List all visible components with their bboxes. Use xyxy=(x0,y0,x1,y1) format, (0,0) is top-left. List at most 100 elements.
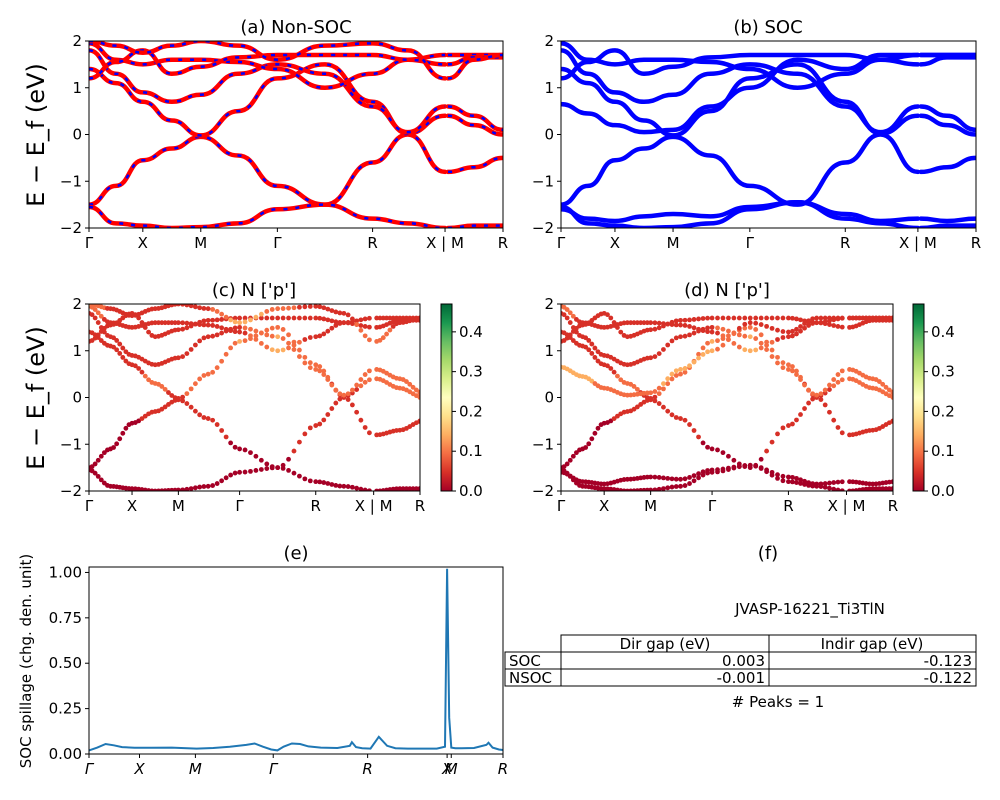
panel-a-bands xyxy=(89,41,503,228)
band-point-4 xyxy=(374,315,380,321)
band-point-5 xyxy=(715,346,720,352)
band-point-6 xyxy=(321,305,327,311)
panel-e: (e) SOC spillage (chg. den. unit) 0.00 0.… xyxy=(17,543,508,778)
band-point-2 xyxy=(297,347,302,353)
band-point-0 xyxy=(321,417,327,423)
band-point-6 xyxy=(780,335,786,340)
band-point-5 xyxy=(180,326,186,332)
panel-d-colorbar-label: 0.3 xyxy=(931,363,955,381)
band-point-5 xyxy=(242,315,248,321)
band-point-6 xyxy=(380,335,386,341)
band-point-0 xyxy=(98,453,104,459)
band-point-5 xyxy=(264,315,270,321)
band-point-4 xyxy=(780,365,786,371)
band-point-3 xyxy=(95,320,101,325)
band-point-3 xyxy=(313,367,319,372)
band-point-3 xyxy=(307,365,313,371)
band-point-3 xyxy=(726,333,731,339)
band-point-1 xyxy=(822,484,828,490)
band-point-6 xyxy=(214,309,220,314)
band-point-2 xyxy=(790,474,795,480)
band-point-0 xyxy=(592,430,598,436)
band-point-3 xyxy=(417,390,420,396)
band-point-1 xyxy=(780,478,786,484)
band-point-4 xyxy=(358,317,364,323)
band-point-4 xyxy=(321,331,327,337)
band-point-7 xyxy=(736,315,742,321)
band-point-3 xyxy=(589,351,595,356)
band-point-7 xyxy=(890,317,893,323)
band-point-2 xyxy=(286,332,291,338)
band-point-0 xyxy=(333,400,339,406)
band-line-2 xyxy=(918,216,976,224)
band-point-1 xyxy=(831,486,837,491)
band-point-6 xyxy=(180,304,186,307)
band-point-7 xyxy=(611,320,617,325)
band-point-5 xyxy=(349,321,355,327)
band-point-2 xyxy=(321,368,327,374)
band-point-2 xyxy=(726,465,731,471)
band-point-1 xyxy=(696,475,701,481)
band-point-5 xyxy=(661,381,666,387)
panel-c-points xyxy=(89,304,420,491)
band-point-2 xyxy=(317,364,323,369)
band-point-2 xyxy=(192,381,198,387)
table-cell-value: -0.123 xyxy=(924,652,972,670)
band-point-4 xyxy=(669,338,675,344)
band-point-4 xyxy=(172,320,178,326)
band-point-6 xyxy=(367,337,372,343)
band-point-0 xyxy=(329,406,335,411)
band-point-2 xyxy=(159,384,165,389)
band-point-4 xyxy=(98,313,104,319)
band-point-5 xyxy=(665,376,671,382)
gap-table: Dir gap (eV) Indir gap (eV) SOC 0.003 -0… xyxy=(504,634,977,687)
band-point-1 xyxy=(827,485,832,491)
band-point-2 xyxy=(197,376,203,382)
band-point-6 xyxy=(349,316,355,322)
table-row-label: SOC xyxy=(509,652,541,670)
band-point-7 xyxy=(835,324,841,329)
band-point-1 xyxy=(317,479,323,485)
panel-a-ytick-label: −1 xyxy=(60,172,82,190)
band-point-6 xyxy=(341,310,347,316)
band-point-1 xyxy=(883,486,889,491)
band-point-0 xyxy=(769,439,775,445)
panel-d-ytick-label: 2 xyxy=(544,295,554,313)
band-point-2 xyxy=(764,467,770,473)
band-point-0 xyxy=(188,404,194,410)
band-point-4 xyxy=(387,315,393,321)
band-point-1 xyxy=(410,486,416,491)
band-line-dash-1 xyxy=(89,203,446,228)
panel-e-ytick-label: 1.00 xyxy=(49,563,82,581)
panel-e-xtick-label: M xyxy=(189,760,202,778)
band-point-1 xyxy=(775,476,780,481)
band-point-4 xyxy=(736,332,742,338)
band-point-4 xyxy=(726,328,731,334)
panel-e-ytick-label: 0.00 xyxy=(49,745,82,763)
band-point-2 xyxy=(264,327,270,333)
band-point-3 xyxy=(790,364,795,369)
band-point-0 xyxy=(634,404,640,410)
band-point-4 xyxy=(753,336,759,341)
band-point-2 xyxy=(242,338,248,344)
band-point-0 xyxy=(682,417,688,423)
band-point-5 xyxy=(291,315,297,321)
band-point-2 xyxy=(769,469,775,475)
band-point-5 xyxy=(201,318,207,324)
panel-e-xtick-label: Γ xyxy=(85,760,95,778)
band-point-5 xyxy=(321,316,327,322)
band-point-5 xyxy=(329,318,335,324)
band-point-0 xyxy=(661,404,666,410)
band-point-3 xyxy=(769,347,775,353)
panel-d-colorbar-label: 0.1 xyxy=(931,442,955,460)
band-point-3 xyxy=(188,347,194,352)
band-point-5 xyxy=(98,329,104,334)
band-point-0 xyxy=(775,431,780,437)
band-point-7 xyxy=(877,317,882,323)
band-point-0 xyxy=(810,396,816,402)
band-point-2 xyxy=(720,466,726,472)
band-point-0 xyxy=(258,457,264,463)
band-point-6 xyxy=(786,334,791,340)
panel-c-ytick-label: 0 xyxy=(72,389,82,407)
band-point-0 xyxy=(709,446,715,452)
